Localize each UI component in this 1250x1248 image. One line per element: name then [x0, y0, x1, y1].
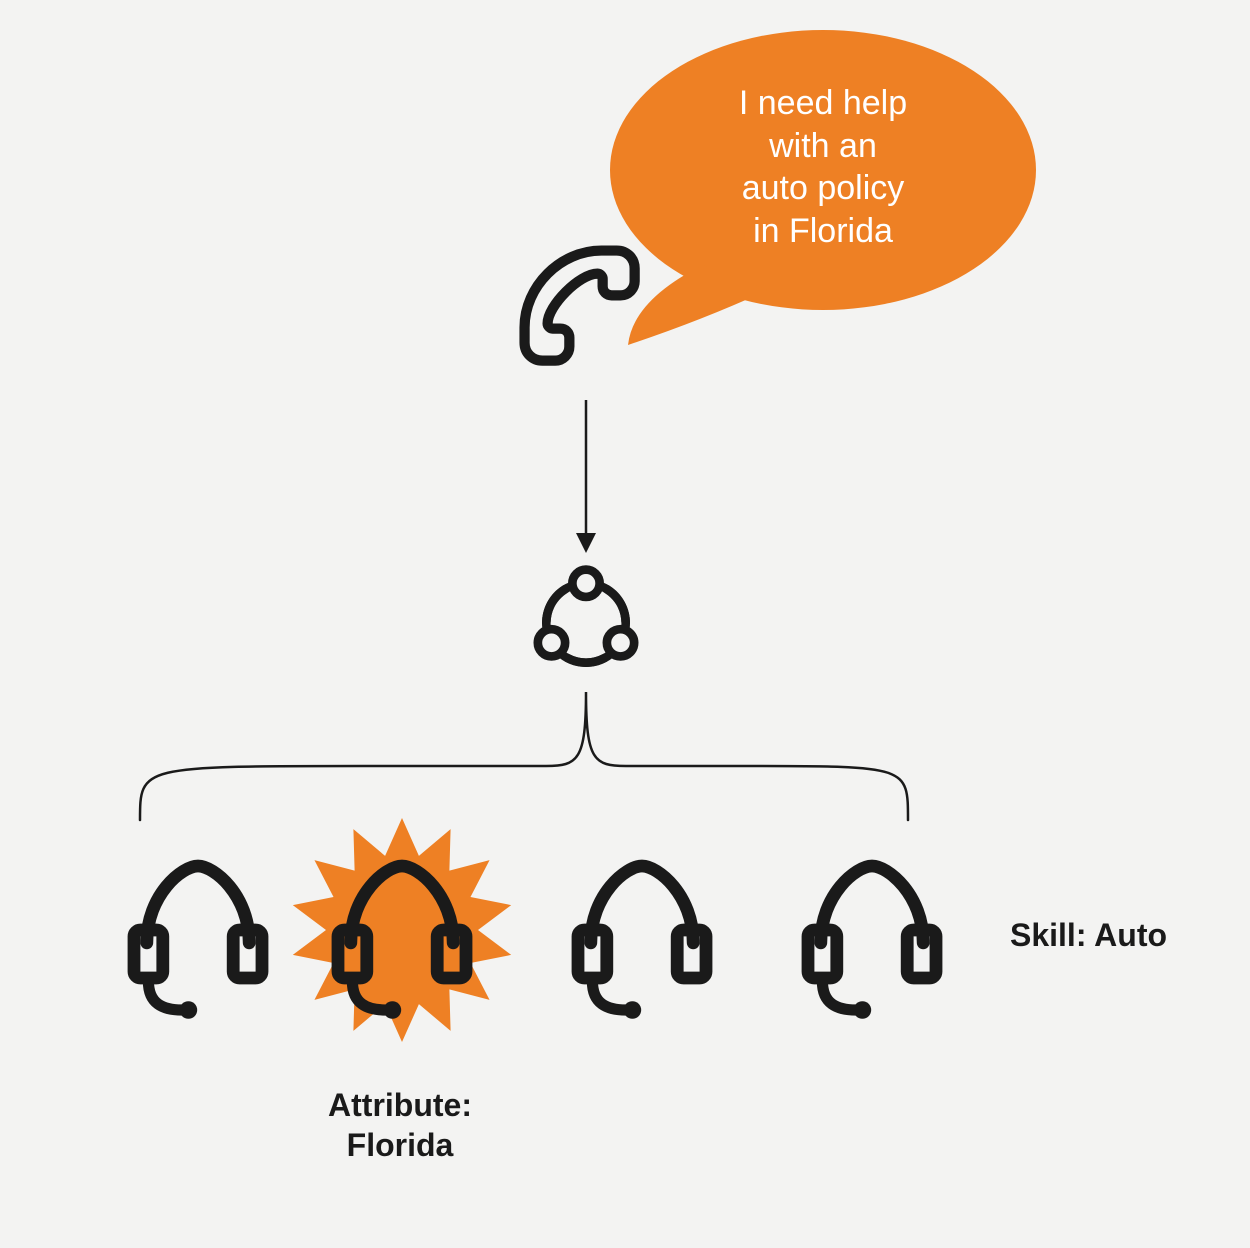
speech-bubble-text: I need helpwith anauto policyin Florida: [693, 82, 953, 252]
diagram-svg: [0, 0, 1250, 1248]
diagram-canvas: I need helpwith anauto policyin Florida …: [0, 0, 1250, 1248]
attribute-label: Attribute:Florida: [300, 1085, 500, 1165]
skill-label: Skill: Auto: [1010, 915, 1167, 955]
